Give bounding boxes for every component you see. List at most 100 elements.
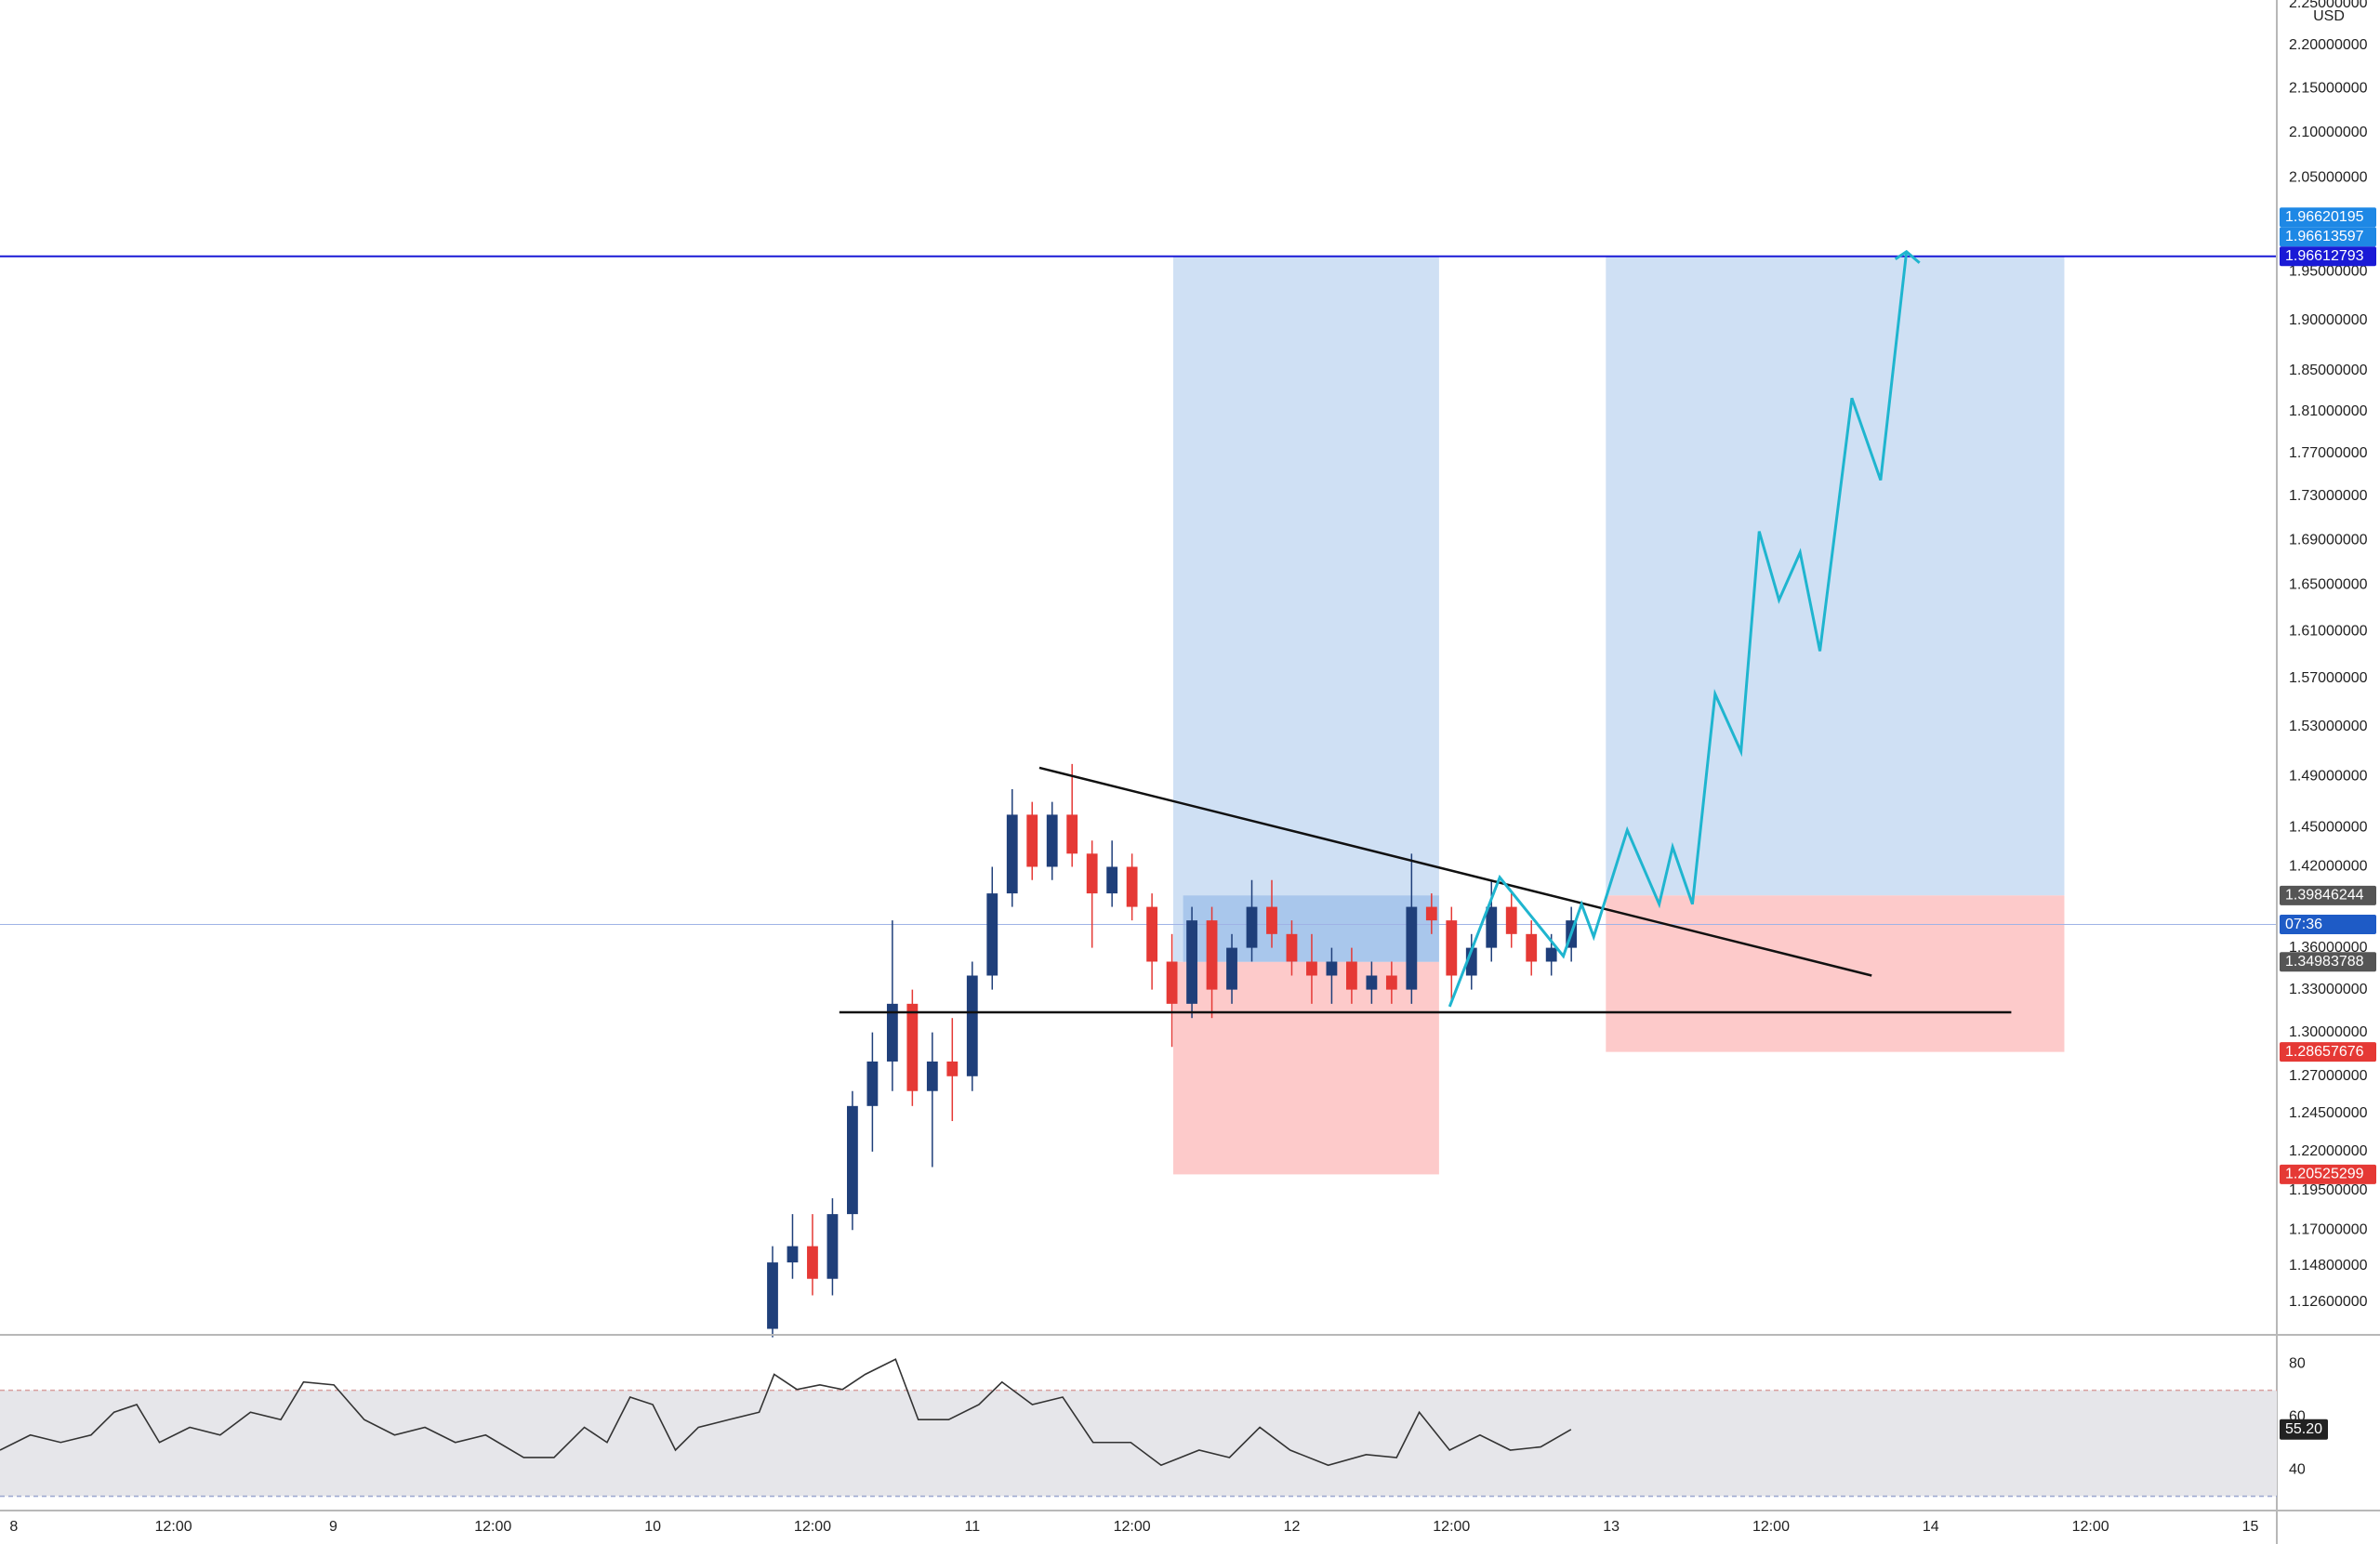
candle-body [787, 1246, 799, 1263]
y-tick-label: 1.69000000 [2289, 532, 2368, 548]
candle-body [1046, 814, 1058, 867]
x-tick-label: 12:00 [155, 1519, 192, 1535]
price-badge [2280, 207, 2376, 228]
y-tick-label: 1.57000000 [2289, 670, 2368, 686]
candle-body [1526, 933, 1538, 962]
countdown-label: 07:36 [2285, 917, 2322, 932]
y-tick-label: 1.22000000 [2289, 1143, 2368, 1159]
y-tick-label: 1.81000000 [2289, 403, 2368, 419]
y-tick-label: 1.42000000 [2289, 859, 2368, 875]
y-tick-label: 1.19500000 [2289, 1182, 2368, 1198]
projection-arrow [1894, 249, 1921, 264]
candle-body [1406, 906, 1418, 990]
y-tick-label: 1.33000000 [2289, 982, 2368, 997]
price-badge-label: 1.34983788 [2285, 954, 2364, 970]
candle-body [886, 1003, 898, 1062]
y-tick-label: 2.10000000 [2289, 125, 2368, 140]
candle-body [1425, 906, 1437, 921]
loss-zone [1172, 961, 1439, 1175]
y-tick-label: 1.12600000 [2289, 1294, 2368, 1310]
y-tick-label: 1.36000000 [2289, 940, 2368, 956]
x-tick-label: 12:00 [1433, 1519, 1470, 1535]
candle-body [1146, 906, 1158, 962]
y-tick-label: 1.24500000 [2289, 1105, 2368, 1121]
y-tick-label: 2.20000000 [2289, 37, 2368, 53]
profit-zone [1606, 256, 2065, 896]
candle-body [1545, 947, 1557, 962]
y-tick-label: 1.65000000 [2289, 577, 2368, 593]
price-badge [2280, 885, 2376, 905]
candle-body [906, 1003, 919, 1091]
x-tick-label: 14 [1923, 1519, 1939, 1535]
candle-body [1086, 853, 1098, 894]
x-tick-label: 12:00 [1114, 1519, 1151, 1535]
candle-body [1166, 961, 1178, 1004]
candle-body [1446, 920, 1458, 976]
currency-label: USD [2313, 8, 2345, 24]
candle-body [1286, 933, 1298, 962]
candle-body [1106, 866, 1118, 894]
x-tick-label: 9 [329, 1519, 337, 1535]
candle-body [1226, 947, 1237, 990]
price-badge-label: 1.39846244 [2285, 888, 2364, 904]
candle-body [1385, 975, 1397, 990]
projection-path [1448, 251, 1909, 1008]
rsi-line [0, 1358, 1572, 1467]
candle-body [1345, 961, 1357, 990]
x-tick-label: 12 [1284, 1519, 1301, 1535]
candle-body [767, 1262, 778, 1329]
rsi-badge-label: 55.20 [2285, 1421, 2322, 1437]
candle-body [1066, 814, 1078, 854]
y-tick-label: 1.90000000 [2289, 312, 2368, 328]
price-badge-label: 1.28657676 [2285, 1044, 2364, 1060]
candle-body [926, 1061, 938, 1091]
x-tick-label: 12:00 [1752, 1519, 1790, 1535]
y-tick-label: 1.95000000 [2289, 264, 2368, 280]
y-tick-label: 1.14800000 [2289, 1258, 2368, 1273]
y-tick-label: 1.85000000 [2289, 363, 2368, 378]
candle-body [866, 1061, 879, 1106]
x-tick-label: 11 [964, 1519, 980, 1535]
x-tick-label: 15 [2242, 1519, 2259, 1535]
y-tick-label: 1.27000000 [2289, 1068, 2368, 1084]
trend-line [1038, 766, 1872, 977]
y-tick-label: 1.61000000 [2289, 623, 2368, 639]
candle-body [1126, 866, 1138, 907]
candle-body [1266, 906, 1277, 934]
candle-body [1486, 906, 1498, 948]
x-tick-label: 12:00 [794, 1519, 831, 1535]
candle-body [946, 1061, 959, 1076]
x-tick-label: 12:00 [474, 1519, 511, 1535]
price-badge-label: 1.96613597 [2285, 229, 2364, 244]
y-tick-label: 2.15000000 [2289, 81, 2368, 97]
x-tick-label: 10 [644, 1519, 661, 1535]
price-badge [2280, 1164, 2376, 1184]
candle-body [1505, 906, 1517, 934]
y-tick-label: 2.05000000 [2289, 170, 2368, 186]
price-badge [2280, 952, 2376, 972]
price-badge-label: 1.20525299 [2285, 1167, 2364, 1182]
price-badge-label: 1.96620195 [2285, 209, 2364, 225]
candle-body [1306, 961, 1317, 976]
candle-body [826, 1214, 839, 1279]
y-tick-label: 1.53000000 [2289, 719, 2368, 734]
candle-body [807, 1246, 818, 1279]
price-badge-label: 1.96612793 [2285, 248, 2364, 264]
rsi-tick-label: 80 [2289, 1355, 2306, 1371]
candle-body [1026, 814, 1038, 867]
loss-zone [1606, 895, 2065, 1052]
candle-body [847, 1105, 858, 1215]
candle-body [1366, 975, 1378, 990]
price-badge [2280, 246, 2376, 267]
rsi-badge [2280, 1419, 2328, 1440]
rsi-tick-label: 40 [2289, 1461, 2306, 1477]
y-tick-label: 2.25000000 [2289, 0, 2368, 11]
candle-body [1326, 961, 1338, 976]
y-tick-label: 1.45000000 [2289, 820, 2368, 836]
candle-body [1246, 906, 1258, 948]
y-tick-label: 1.17000000 [2289, 1222, 2368, 1238]
x-tick-label: 8 [9, 1519, 18, 1535]
profit-zone [1172, 256, 1439, 962]
candle-body [966, 975, 978, 1076]
y-tick-label: 1.77000000 [2289, 445, 2368, 461]
